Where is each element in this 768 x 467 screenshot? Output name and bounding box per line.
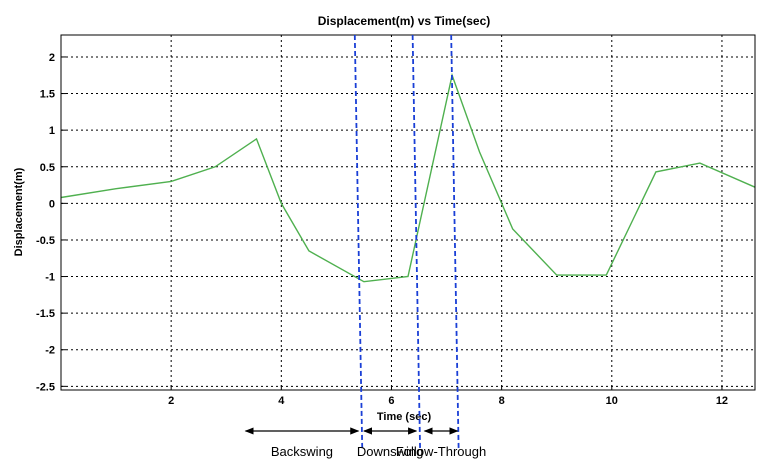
data-layer [60,72,756,283]
y-tick-label: -1.5 [36,308,55,320]
phase-label: Backswing [271,444,333,459]
x-tick-label: 12 [716,395,728,407]
series-line [60,72,756,283]
x-tick-label: 2 [168,395,174,407]
x-tick-label: 4 [278,395,285,407]
y-tick-label: 1.5 [40,89,55,101]
x-tick-label: 6 [388,395,394,407]
y-axis-label: Displacement(m) [13,167,25,256]
x-tick-label: 8 [499,395,505,407]
phase-boundary-line [353,34,364,449]
phase-boundary-line [411,34,421,449]
y-tick-label: 1 [49,125,55,137]
phase-label: Downswing [357,444,423,459]
phase-markers [353,34,460,449]
y-tick-label: 2 [49,52,55,64]
grid-lines [61,35,755,390]
axis-ticks: 2 4 6 8 10 12 2 1.5 1 0.5 0 -0.5 -1 -1.5 -2 -2.5 [36,52,728,407]
y-tick-label: -2 [45,345,55,357]
x-tick-label: 10 [606,395,618,407]
plot-frame [60,34,756,391]
chart-title: Displacement(m) vs Time(sec) [318,14,491,28]
y-tick-label: 0 [49,198,55,210]
y-tick-label: -2.5 [36,381,55,393]
y-tick-label: 0.5 [40,162,55,174]
y-tick-label: -0.5 [36,235,55,247]
y-tick-label: -1 [45,272,55,284]
phase-boundary-line [450,34,460,449]
x-axis-label: Time (sec) [377,411,432,423]
phase-label: Follow-Through [396,444,486,459]
